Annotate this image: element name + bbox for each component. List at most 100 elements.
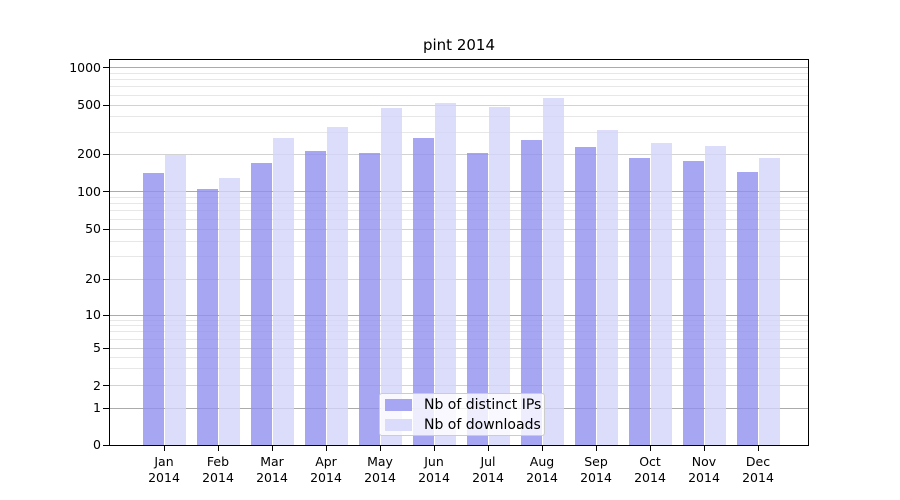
x-tick-mark bbox=[703, 445, 705, 451]
y-tick-mark bbox=[103, 104, 110, 106]
bar-distinct-ips-jan bbox=[142, 173, 164, 445]
y-tick-label: 0 bbox=[93, 437, 101, 452]
x-tick-label: Oct 2014 bbox=[634, 454, 666, 485]
legend: Nb of distinct IPs Nb of downloads bbox=[379, 393, 545, 436]
x-tick-mark bbox=[217, 445, 219, 451]
y-tick-mark bbox=[103, 153, 110, 155]
gridline-y-3 bbox=[110, 368, 808, 370]
bar-distinct-ips-aug bbox=[520, 139, 542, 445]
y-tick-mark bbox=[103, 278, 110, 280]
y-tick-label: 10 bbox=[85, 307, 101, 322]
y-tick-label: 2 bbox=[93, 377, 101, 393]
y-tick-mark bbox=[103, 314, 110, 316]
x-tick-mark bbox=[541, 445, 543, 451]
legend-swatch-distinct-ips bbox=[385, 398, 412, 411]
x-tick-label: May 2014 bbox=[364, 454, 396, 485]
y-tick-mark bbox=[103, 191, 110, 193]
bar-distinct-ips-nov bbox=[682, 160, 704, 445]
bar-downloads-dec bbox=[758, 157, 780, 445]
x-tick-mark bbox=[325, 445, 327, 451]
x-tick-label: Jul 2014 bbox=[472, 454, 504, 485]
x-tick-label: Aug 2014 bbox=[526, 454, 558, 485]
gridline-y-4 bbox=[110, 356, 808, 358]
gridline-y-5 bbox=[110, 347, 808, 349]
y-tick-mark bbox=[103, 347, 110, 349]
y-tick-mark bbox=[103, 444, 110, 446]
y-tick-label: 500 bbox=[77, 97, 101, 112]
gridline-y-200 bbox=[110, 153, 808, 155]
bar-distinct-ips-dec bbox=[736, 171, 758, 445]
x-tick-label: Dec 2014 bbox=[742, 454, 774, 485]
bar-downloads-mar bbox=[272, 138, 294, 445]
gridline-y-700 bbox=[110, 86, 808, 88]
x-tick-mark bbox=[649, 445, 651, 451]
legend-swatch-downloads bbox=[385, 418, 412, 431]
y-tick-mark bbox=[103, 228, 110, 230]
x-tick-mark bbox=[163, 445, 165, 451]
x-tick-label: Nov 2014 bbox=[688, 454, 720, 485]
gridline-y-900 bbox=[110, 72, 808, 74]
y-tick-label: 5 bbox=[93, 340, 101, 355]
y-tick-mark bbox=[103, 67, 110, 69]
y-tick-mark bbox=[103, 385, 110, 387]
bar-downloads-may bbox=[380, 108, 402, 445]
y-tick-label: 1 bbox=[93, 400, 101, 415]
legend-label: Nb of distinct IPs bbox=[424, 396, 542, 413]
gridline-y-400 bbox=[110, 116, 808, 118]
bar-distinct-ips-jun bbox=[412, 137, 434, 445]
gridline-y-8 bbox=[110, 325, 808, 327]
gridline-y-60 bbox=[110, 218, 808, 220]
bar-distinct-ips-oct bbox=[628, 157, 650, 445]
bar-distinct-ips-feb bbox=[196, 189, 218, 445]
bar-downloads-jun bbox=[434, 103, 456, 445]
x-tick-mark bbox=[433, 445, 435, 451]
gridline-y-10 bbox=[110, 314, 808, 316]
x-tick-mark bbox=[757, 445, 759, 451]
gridline-y-600 bbox=[110, 94, 808, 96]
gridline-y-40 bbox=[110, 240, 808, 242]
gridline-y-7 bbox=[110, 331, 808, 333]
gridline-y-90 bbox=[110, 196, 808, 198]
bar-downloads-jul bbox=[488, 107, 510, 445]
chart-title: pint 2014 bbox=[422, 36, 496, 54]
gridline-y-2 bbox=[110, 385, 808, 386]
gridline-y-80 bbox=[110, 203, 808, 205]
y-tick-label: 100 bbox=[77, 183, 101, 199]
x-tick-mark bbox=[595, 445, 597, 451]
bar-downloads-nov bbox=[704, 146, 726, 445]
legend-item-downloads: Nb of downloads bbox=[385, 416, 544, 434]
x-tick-mark bbox=[271, 445, 273, 451]
gridline-y-70 bbox=[110, 210, 808, 212]
plot-frame bbox=[109, 59, 809, 446]
bar-distinct-ips-mar bbox=[250, 162, 272, 445]
x-tick-mark bbox=[487, 445, 489, 451]
y-tick-label: 1000 bbox=[69, 59, 101, 75]
x-tick-label: Mar 2014 bbox=[256, 454, 288, 485]
bar-downloads-oct bbox=[650, 142, 672, 445]
bar-distinct-ips-may bbox=[358, 153, 380, 445]
bar-downloads-feb bbox=[218, 178, 240, 445]
legend-item-distinct-ips: Nb of distinct IPs bbox=[385, 396, 544, 414]
gridline-y-800 bbox=[110, 79, 808, 81]
gridline-y-500 bbox=[110, 104, 808, 106]
x-tick-label: Sep 2014 bbox=[580, 454, 612, 485]
gridline-y-300 bbox=[110, 131, 808, 133]
x-tick-label: Feb 2014 bbox=[202, 454, 234, 485]
gridline-y-30 bbox=[110, 256, 808, 258]
bar-downloads-aug bbox=[542, 98, 564, 445]
bar-distinct-ips-apr bbox=[304, 151, 326, 445]
gridline-y-100 bbox=[110, 191, 808, 192]
bar-distinct-ips-sep bbox=[574, 147, 596, 445]
gridline-y-20 bbox=[110, 278, 808, 280]
bar-downloads-sep bbox=[596, 130, 618, 445]
y-tick-mark bbox=[103, 407, 110, 409]
gridline-y-6 bbox=[110, 338, 808, 340]
x-tick-label: Jan 2014 bbox=[148, 454, 180, 485]
gridline-y-9 bbox=[110, 319, 808, 321]
x-tick-label: Jun 2014 bbox=[418, 454, 450, 485]
gridline-y-50 bbox=[110, 228, 808, 230]
gridline-y-1000 bbox=[110, 67, 808, 68]
